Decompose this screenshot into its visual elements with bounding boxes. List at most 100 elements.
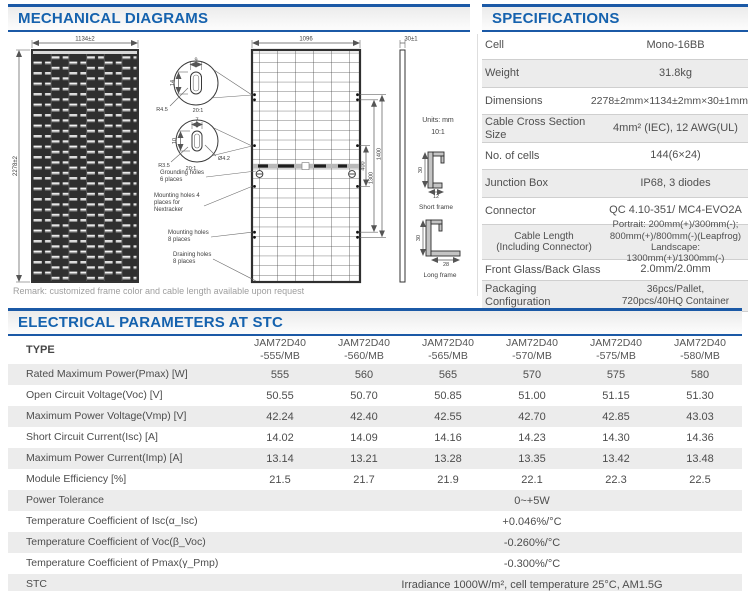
table-row: Dimensions 2278±2mm×1134±2mm×30±1mm — [482, 88, 748, 115]
row-label: Short Circuit Current(Isc) [A] — [26, 430, 158, 443]
column-header: JAM72D40 -560/MB — [338, 337, 390, 362]
cell-value: 21.5 — [269, 473, 291, 486]
cell-value: 570 — [522, 368, 542, 381]
merged-value: 0~+5W — [514, 494, 550, 507]
table-header-row: TYPE JAM72D40 -555/MB JAM72D40 -560/MB J… — [8, 336, 742, 364]
front-view-panel — [31, 49, 139, 283]
cell-value: 14.02 — [266, 431, 294, 444]
cell-value: 51.30 — [686, 389, 714, 402]
cell-value: 13.42 — [602, 452, 630, 465]
cell-value: 50.70 — [350, 389, 378, 402]
row-label: Temperature Coefficient of Pmax(γ_Pmp) — [26, 556, 219, 569]
cell-value: 21.9 — [437, 473, 459, 486]
dim-thickness: 30±1 — [404, 37, 418, 43]
cell-value: 22.5 — [689, 473, 711, 486]
detail-view-mounting-slot: 9 14 R4.5 20:1 — [156, 58, 253, 114]
mechanical-diagrams-header: MECHANICAL DIAGRAMS — [8, 4, 470, 32]
cell-value: 13.14 — [266, 452, 294, 465]
spec-value: Portrait: 200mm(+)/300mm(-); 800mm(+)/80… — [609, 219, 742, 265]
electrical-parameters-table: TYPE JAM72D40 -555/MB JAM72D40 -560/MB J… — [8, 336, 742, 591]
detail1-radius: R4.5 — [156, 107, 168, 113]
callout-mounting4-line2: places for — [154, 200, 180, 206]
table-row: Rated Maximum Power(Pmax) [W] 555 560 56… — [8, 364, 742, 385]
spec-value: 31.8kg — [658, 66, 693, 79]
spec-value: 2278±2mm×1134±2mm×30±1mm — [590, 94, 748, 107]
merged-value: -0.260%/°C — [503, 536, 561, 549]
dim-back-width: 1096 — [299, 37, 313, 43]
table-row: Open Circuit Voltage(Voc) [V] 50.55 50.7… — [8, 385, 742, 406]
spec-label: Connector — [485, 204, 536, 217]
dim-1300: 1300 — [369, 172, 375, 184]
table-row: Short Circuit Current(Isc) [A] 14.02 14.… — [8, 427, 742, 448]
cell-value: 14.16 — [434, 431, 462, 444]
short-frame-width: 12 — [433, 194, 439, 200]
spec-label: Cell — [485, 39, 504, 52]
specifications-header: SPECIFICATIONS — [482, 4, 748, 32]
column-header: JAM72D40 -575/MB — [590, 337, 642, 362]
detail2-scale: 20:1 — [186, 166, 197, 172]
section-title-specifications: SPECIFICATIONS — [492, 10, 620, 27]
cell-value: 14.23 — [518, 431, 546, 444]
spec-label: Cable Length (Including Connector) — [496, 230, 592, 254]
grounding-symbol-left — [255, 170, 264, 178]
cell-value: 50.55 — [266, 389, 294, 402]
table-row: Junction Box IP68, 3 diodes — [482, 170, 748, 198]
short-frame-height: 30 — [418, 167, 424, 173]
callout-draining-line2: 8 places — [173, 259, 195, 265]
column-header: JAM72D40 -565/MB — [422, 337, 474, 362]
cell-value: 43.03 — [686, 410, 714, 423]
callout-mounting4-line3: Nextracker — [154, 207, 183, 213]
table-row: Module Efficiency [%] 21.5 21.7 21.9 22.… — [8, 469, 742, 490]
cell-value: 565 — [438, 368, 458, 381]
short-frame-label: Short frame — [419, 204, 453, 211]
dim-front-width: 1134±2 — [75, 37, 95, 43]
dim-1400: 1400 — [377, 148, 383, 160]
cell-value: 13.35 — [518, 452, 546, 465]
callout-mounting8-line1: Mounting holes — [168, 230, 209, 236]
side-view-profile — [399, 49, 406, 283]
units-label: Units: mm — [422, 117, 454, 124]
cell-value: 580 — [690, 368, 710, 381]
specifications-table: Cell Mono-16BB Weight 31.8kg Dimensions … — [482, 32, 748, 312]
long-frame-section: 30 28 Long frame — [416, 219, 461, 279]
table-row: Maximum Power Voltage(Vmp) [V] 42.24 42.… — [8, 406, 742, 427]
row-label: Rated Maximum Power(Pmax) [W] — [26, 367, 188, 380]
cell-value: 42.24 — [266, 410, 294, 423]
callout-grounding-line1: Grounding holes — [160, 170, 204, 176]
table-row: No. of cells 144(6×24) — [482, 143, 748, 170]
column-divider — [477, 34, 478, 296]
column-header: JAM72D40 -570/MB — [506, 337, 558, 362]
electrical-parameters-header: ELECTRICAL PARAMETERS AT STC — [8, 308, 742, 336]
detail1-width: 9 — [194, 58, 197, 64]
spec-value: 2.0mm/2.0mm — [640, 263, 711, 276]
cell-value: 13.48 — [686, 452, 714, 465]
detail2-diameter: Ø4.2 — [218, 156, 230, 162]
cell-value: 560 — [354, 368, 374, 381]
row-label: Power Tolerance — [26, 493, 105, 506]
type-label: TYPE — [26, 343, 55, 356]
long-frame-label: Long frame — [424, 272, 457, 279]
row-label: Maximum Power Voltage(Vmp) [V] — [26, 409, 187, 422]
cell-value: 555 — [270, 368, 290, 381]
cell-value: 22.3 — [605, 473, 627, 486]
back-view-panel — [250, 48, 362, 284]
detail2-height: 10 — [172, 138, 178, 144]
callout-labels: Grounding holes 6 places Mounting holes … — [154, 170, 257, 282]
table-row: Cable Length (Including Connector) Portr… — [482, 219, 748, 264]
long-frame-height: 30 — [416, 235, 422, 241]
spec-value: QC 4.10-351/ MC4-EVO2A — [609, 204, 742, 217]
row-label: Open Circuit Voltage(Voc) [V] — [26, 388, 163, 401]
table-row: Temperature Coefficient of Voc(β_Voc) -0… — [8, 532, 742, 553]
detail2-width: 7 — [195, 118, 198, 124]
cell-value: 21.7 — [353, 473, 375, 486]
spec-value: 36pcs/Pallet, 720pcs/40HQ Container — [621, 284, 730, 307]
merged-value: -0.300%/°C — [503, 557, 561, 570]
column-header: JAM72D40 -580/MB — [674, 337, 726, 362]
detail1-height: 14 — [170, 80, 176, 86]
dim-front-height: 2278±2 — [13, 155, 19, 176]
merged-value: Irradiance 1000W/m², cell temperature 25… — [401, 578, 663, 591]
cell-value: 14.36 — [686, 431, 714, 444]
mechanical-drawing: 1134±2 2278±2 — [13, 37, 461, 284]
column-header: JAM72D40 -555/MB — [254, 337, 306, 362]
row-label: Temperature Coefficient of Isc(α_Isc) — [26, 514, 198, 527]
